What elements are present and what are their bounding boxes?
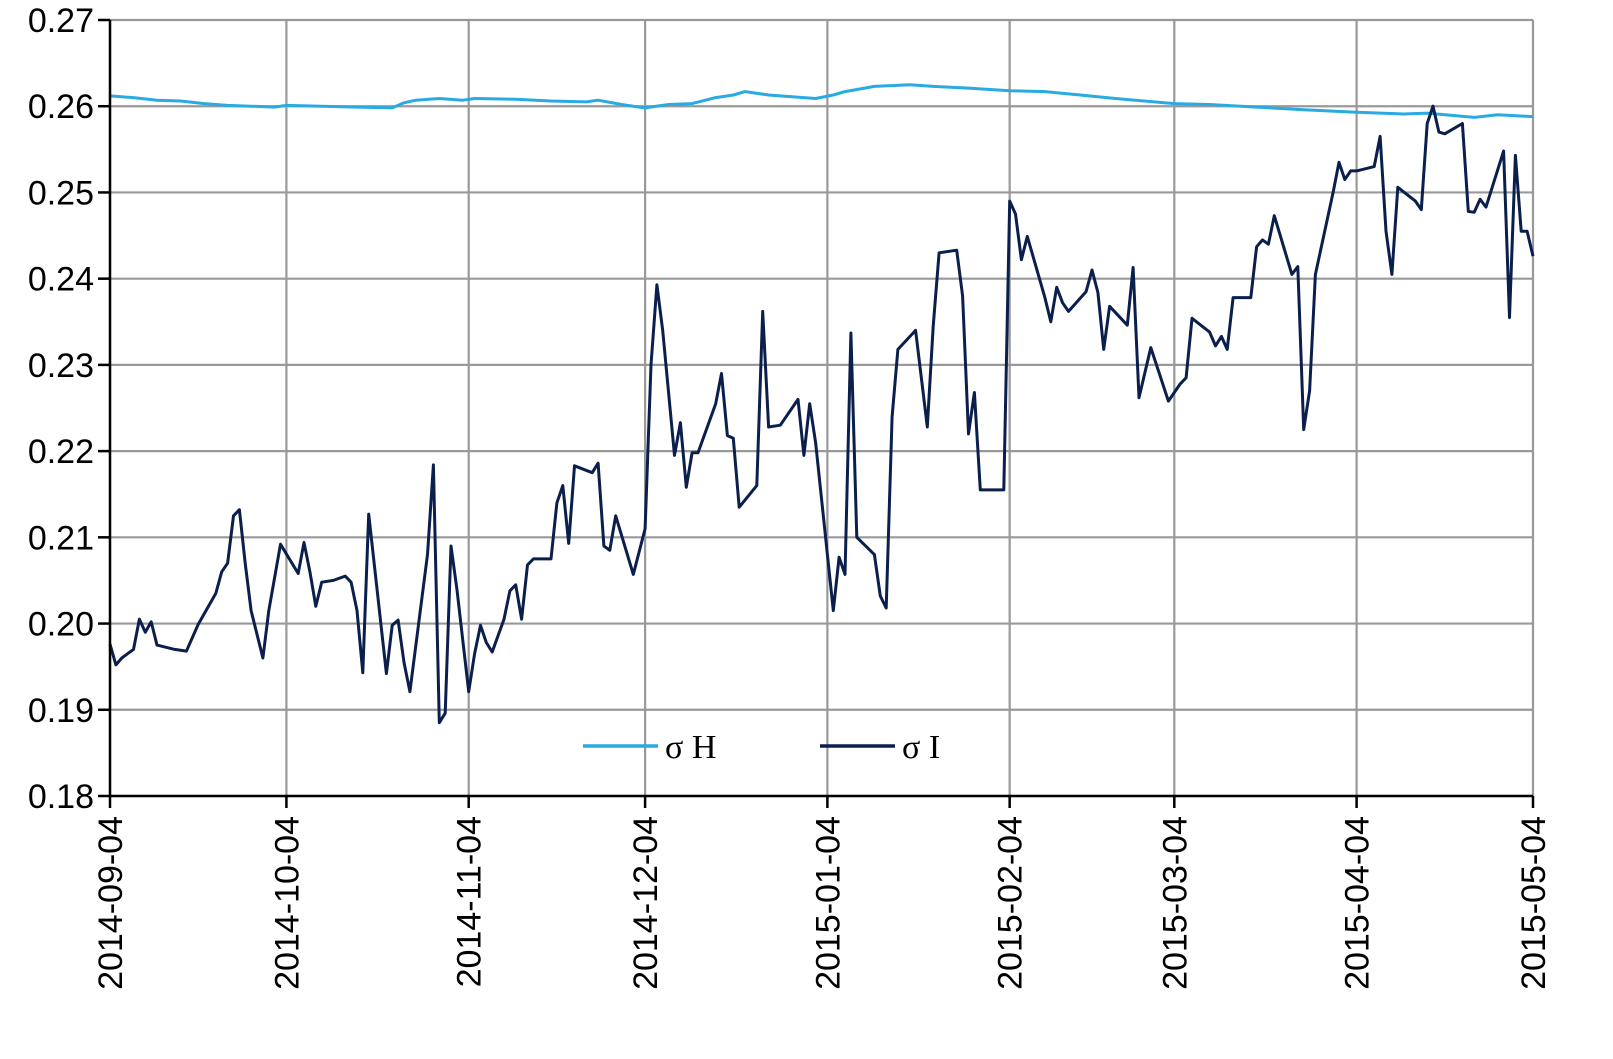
series-layer [108,83,1535,725]
x-tick-label: 2015-03-04 [1156,816,1194,990]
y-tick-label: 0.25 [28,174,94,212]
x-tick-label: 2014-12-04 [627,816,665,990]
x-tick-label: 2015-02-04 [992,816,1030,990]
axes [98,18,1535,808]
y-tick-label: 0.19 [28,692,94,730]
y-tick-label: 0.21 [28,519,94,557]
y-axis-ticks: 0.18 0.19 0.20 0.21 0.22 0.23 0.24 0.25 0.26 0.27 [28,2,94,816]
x-tick-label: 2014-10-04 [268,816,306,990]
x-tick-label: 2014-09-04 [92,816,130,990]
y-tick-label: 0.23 [28,347,94,385]
y-tick-label: 0.26 [28,88,94,126]
series-line-sigma-H [109,83,1534,119]
legend-label-sigma-I: σ I [902,729,940,766]
x-tick-label: 2015-01-04 [809,816,847,990]
y-tick-label: 0.22 [28,433,94,471]
x-tick-label: 2015-04-04 [1339,816,1377,990]
y-tick-label: 0.24 [28,261,94,299]
y-tick-label: 0.18 [28,778,94,816]
series-line-sigma-I [108,104,1535,725]
x-axis-ticks: 2014-09-04 2014-10-04 2014-11-04 2014-12-04… [92,816,1553,990]
x-tick-label: 2014-11-04 [451,816,489,987]
y-tick-label: 0.20 [28,606,94,644]
y-tick-label: 0.27 [28,2,94,40]
legend-label-sigma-H: σ H [665,729,716,766]
x-tick-label: 2015-05-04 [1515,816,1553,990]
grid-lines [108,18,1535,798]
